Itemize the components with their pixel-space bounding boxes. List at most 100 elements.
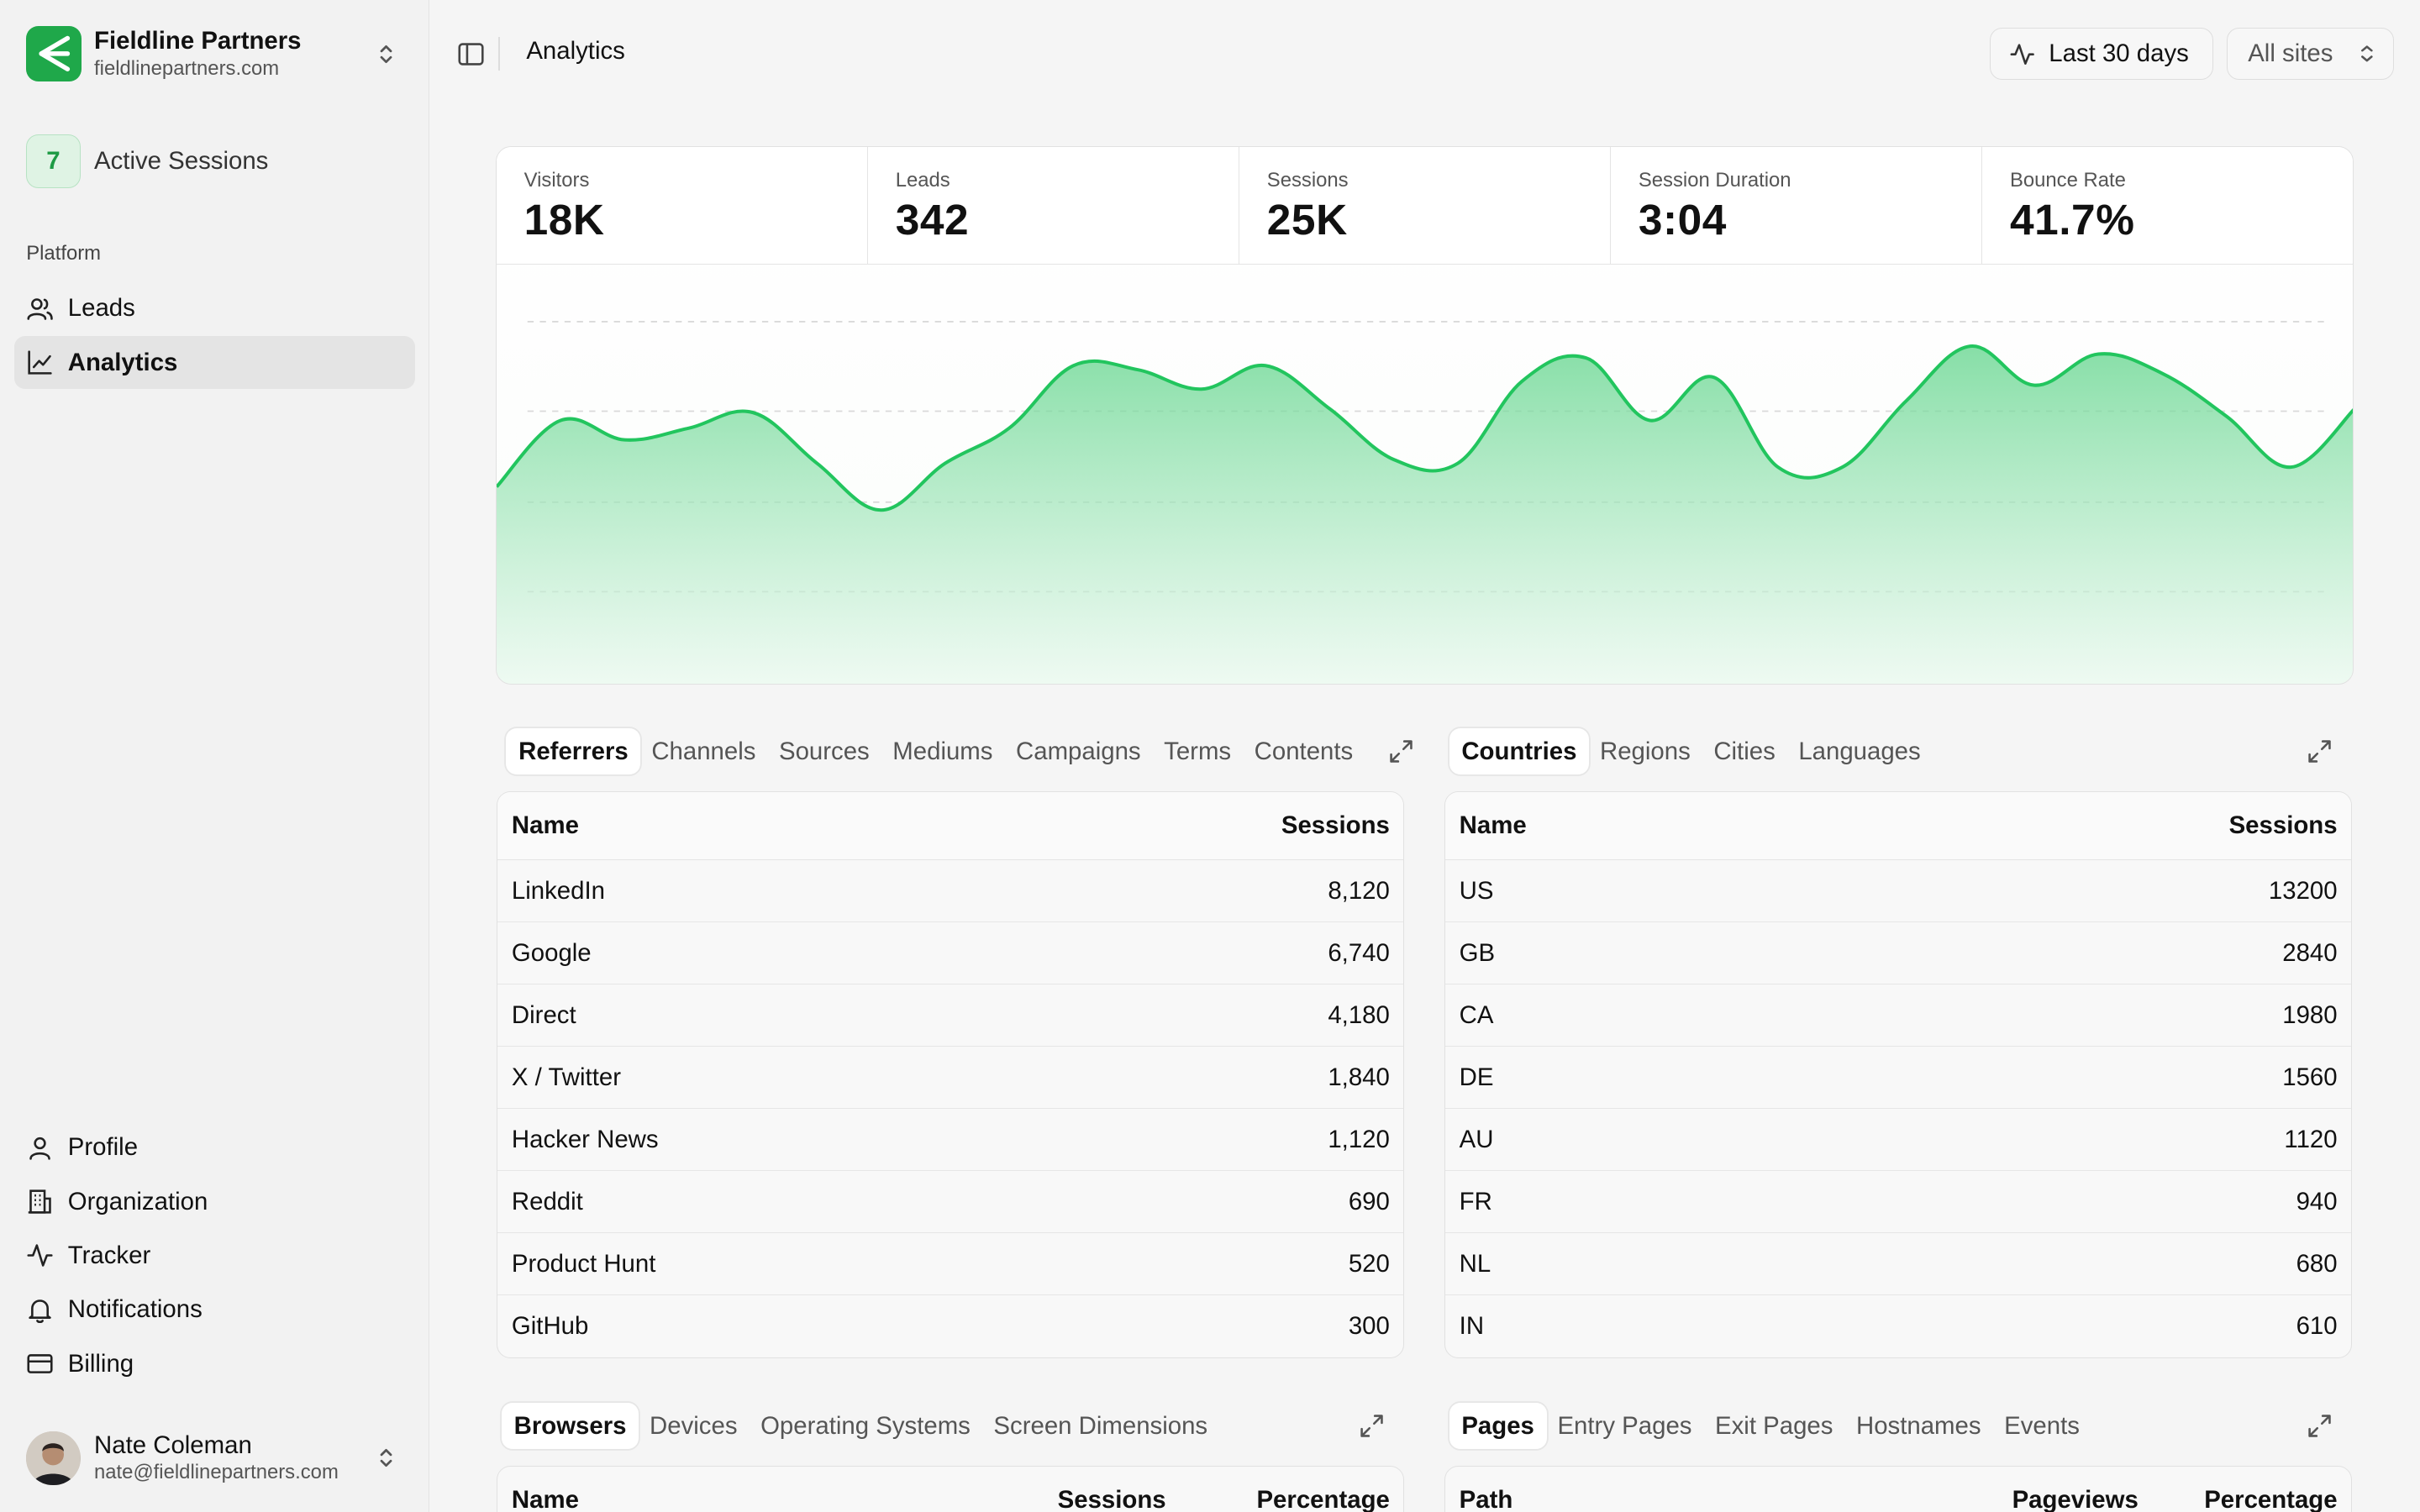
bell-icon [29, 1299, 51, 1323]
fieldline-logo-icon [39, 36, 71, 72]
column-header-pageviews[interactable]: Pageviews [2012, 1486, 2139, 1512]
tab-devices[interactable]: Devices [650, 1411, 738, 1440]
sidebar-item-billing[interactable]: Billing [14, 1337, 416, 1389]
tab-languages[interactable]: Languages [1798, 737, 1921, 765]
sidebar-item-label: Organization [67, 1187, 208, 1215]
active-sessions[interactable]: 7 Active Sessions [26, 134, 268, 189]
sidebar-item-profile[interactable]: Profile [14, 1121, 416, 1173]
column-header-percentage[interactable]: Percentage [2204, 1486, 2338, 1512]
column-header-sessions[interactable]: Sessions [2228, 811, 2338, 840]
sidebar-item-leads[interactable]: Leads [14, 282, 416, 334]
sidebar-toggle-icon[interactable] [457, 40, 485, 68]
sessions-area-chart[interactable] [496, 265, 2354, 685]
tab-countries[interactable]: Countries [1449, 727, 1590, 774]
sidebar: Fieldline Partners fieldlinepartners.com… [0, 0, 429, 1512]
expand-icon[interactable] [2306, 1412, 2333, 1440]
table-row[interactable]: US 13200 [1445, 860, 2352, 923]
table-row[interactable]: AU 1120 [1445, 1109, 2352, 1172]
bottom-nav: Profile Organization Tracker [14, 1121, 416, 1391]
metric-value: 18K [523, 195, 605, 244]
metric-leads[interactable]: Leads 342 [868, 147, 1239, 265]
table-row[interactable]: Product Hunt 520 [497, 1233, 1404, 1296]
metric-bounce-rate[interactable]: Bounce Rate 41.7% [1982, 147, 2353, 264]
chevrons-up-down-icon[interactable] [372, 40, 400, 68]
tab-browsers[interactable]: Browsers [501, 1402, 639, 1449]
org-logo [26, 26, 82, 82]
column-header-path[interactable]: Path [1459, 1486, 1513, 1512]
browsers-tabs: Browsers Devices Operating Systems Scree… [501, 1401, 1218, 1451]
column-header-name[interactable]: Name [1459, 811, 1527, 840]
sidebar-item-organization[interactable]: Organization [14, 1176, 416, 1228]
sidebar-item-label: Leads [67, 294, 135, 323]
site-select[interactable]: All sites [2227, 28, 2394, 81]
row-sessions: 610 [2296, 1312, 2338, 1341]
org-switcher[interactable]: Fieldline Partners fieldlinepartners.com [26, 24, 412, 83]
tab-mediums[interactable]: Mediums [892, 737, 993, 765]
row-name: GitHub [511, 1312, 589, 1341]
column-header-sessions[interactable]: Sessions [1057, 1486, 1166, 1512]
column-header-percentage[interactable]: Percentage [1256, 1486, 1390, 1512]
table-row[interactable]: Google 6,740 [497, 922, 1404, 985]
tab-referrers[interactable]: Referrers [506, 727, 641, 774]
tab-screen-dimensions[interactable]: Screen Dimensions [993, 1411, 1208, 1440]
tab-events[interactable]: Events [2004, 1411, 2080, 1440]
tab-entry-pages[interactable]: Entry Pages [1557, 1411, 1692, 1440]
header-divider [498, 37, 501, 71]
metric-label: Leads [895, 169, 950, 192]
metric-label: Session Duration [1638, 169, 1791, 192]
tab-sources[interactable]: Sources [778, 737, 870, 765]
row-sessions: 4,180 [1328, 1000, 1390, 1029]
chevrons-up-down-icon[interactable] [372, 1444, 400, 1472]
metric-sessions[interactable]: Sessions 25K [1239, 147, 1611, 265]
table-row[interactable]: IN 610 [1445, 1295, 2351, 1357]
expand-icon[interactable] [2306, 738, 2333, 765]
chart-series-line [496, 344, 2353, 512]
countries-tabs: Countries Regions Cities Languages [1449, 727, 1932, 776]
sidebar-item-label: Tracker [67, 1242, 151, 1270]
tab-channels[interactable]: Channels [651, 737, 756, 765]
org-domain: fieldlinepartners.com [94, 57, 280, 81]
column-header-sessions[interactable]: Sessions [1281, 811, 1390, 840]
tab-pages[interactable]: Pages [1449, 1402, 1547, 1449]
expand-icon[interactable] [1387, 738, 1415, 765]
sidebar-item-analytics[interactable]: Analytics [13, 336, 416, 389]
table-row[interactable]: NL 680 [1445, 1233, 2352, 1296]
expand-icon[interactable] [1358, 1412, 1386, 1440]
metric-value: 41.7% [2009, 195, 2135, 244]
row-name: GB [1459, 938, 1496, 967]
column-header-name[interactable]: Name [511, 1486, 579, 1512]
date-range-button[interactable]: Last 30 days [1989, 28, 2213, 81]
sidebar-section-label: Platform [26, 242, 102, 265]
table-row[interactable]: LinkedIn 8,120 [497, 860, 1404, 923]
user-menu[interactable]: Nate Coleman nate@fieldlinepartners.com [26, 1429, 412, 1488]
table-row[interactable]: Hacker News 1,120 [497, 1109, 1404, 1172]
table-row[interactable]: DE 1560 [1445, 1047, 2352, 1110]
tab-operating-systems[interactable]: Operating Systems [760, 1411, 971, 1440]
metric-visitors[interactable]: Visitors 18K [497, 147, 868, 265]
row-sessions: 680 [2296, 1249, 2338, 1278]
metric-label: Sessions [1266, 169, 1349, 192]
table-row[interactable]: X / Twitter 1,840 [497, 1047, 1404, 1110]
column-header-name[interactable]: Name [511, 811, 579, 840]
table-row[interactable]: GB 2840 [1445, 922, 2352, 985]
tab-regions[interactable]: Regions [1599, 737, 1691, 765]
table-row[interactable]: GitHub 300 [497, 1295, 1403, 1357]
tab-contents[interactable]: Contents [1254, 737, 1354, 765]
table-row[interactable]: FR 940 [1445, 1171, 2352, 1234]
metric-session-duration[interactable]: Session Duration 3:04 [1611, 147, 1982, 265]
metric-label: Visitors [523, 169, 590, 192]
row-name: LinkedIn [511, 876, 605, 905]
sidebar-item-tracker[interactable]: Tracker [14, 1230, 416, 1282]
row-name: Direct [511, 1000, 576, 1029]
tab-exit-pages[interactable]: Exit Pages [1715, 1411, 1833, 1440]
sidebar-item-notifications[interactable]: Notifications [14, 1284, 416, 1336]
table-row[interactable]: Reddit 690 [497, 1171, 1404, 1234]
tab-cities[interactable]: Cities [1713, 737, 1776, 765]
tab-terms[interactable]: Terms [1164, 737, 1232, 765]
table-header: Path Pageviews Percentage [1445, 1467, 2351, 1512]
tab-campaigns[interactable]: Campaigns [1016, 737, 1141, 765]
tab-hostnames[interactable]: Hostnames [1855, 1411, 1981, 1440]
table-row[interactable]: Direct 4,180 [497, 984, 1404, 1047]
table-header: Name Sessions [1445, 792, 2352, 861]
table-row[interactable]: CA 1980 [1445, 984, 2352, 1047]
